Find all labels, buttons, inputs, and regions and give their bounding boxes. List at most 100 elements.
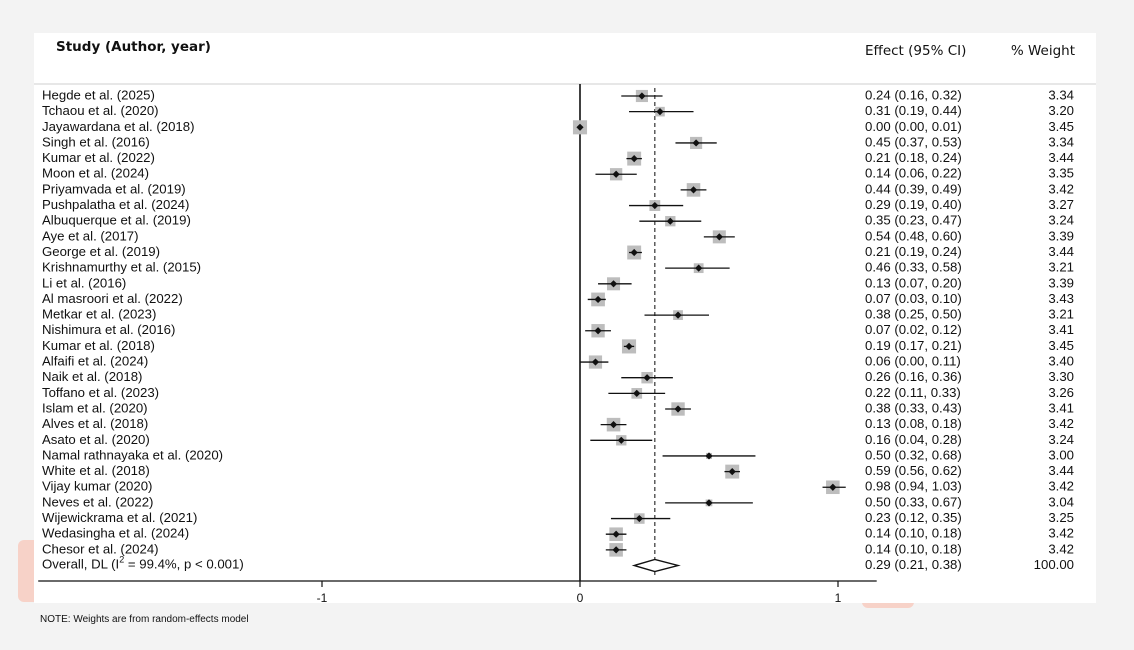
weight-text: 3.00 <box>1048 447 1074 462</box>
point-estimate <box>609 280 618 288</box>
weight-text: 3.42 <box>1048 181 1074 196</box>
point-estimate <box>612 546 620 554</box>
study-label: Alfaifi et al. (2024) <box>42 354 148 369</box>
point-estimate <box>689 186 698 194</box>
effect-ci-text: 0.06 (0.00, 0.11) <box>865 354 961 369</box>
weight-text: 3.42 <box>1048 541 1074 556</box>
weight-text: 3.39 <box>1048 228 1074 243</box>
point-estimate <box>594 327 602 335</box>
effect-ci-text: 0.31 (0.19, 0.44) <box>865 103 962 118</box>
effect-ci-text: 0.07 (0.02, 0.12) <box>865 322 962 337</box>
effect-ci-text: 0.16 (0.04, 0.28) <box>865 432 962 447</box>
overall-weight-text: 100.00 <box>1034 557 1074 572</box>
weight-text: 3.27 <box>1048 197 1074 212</box>
study-label: Metkar et al. (2023) <box>42 307 156 322</box>
study-label: Al masroori et al. (2022) <box>42 291 183 306</box>
effect-ci-text: 0.22 (0.11, 0.33) <box>865 385 961 400</box>
weight-text: 3.44 <box>1048 244 1074 259</box>
weight-text: 3.42 <box>1048 479 1074 494</box>
effect-ci-text: 0.45 (0.37, 0.53) <box>865 134 962 149</box>
weight-text: 3.44 <box>1048 463 1074 478</box>
point-estimate <box>576 123 584 131</box>
effect-ci-text: 0.46 (0.33, 0.58) <box>865 260 962 275</box>
effect-ci-text: 0.21 (0.19, 0.24) <box>865 244 962 259</box>
weight-text: 3.35 <box>1048 166 1074 181</box>
x-tick-label: 1 <box>835 591 842 605</box>
weight-text: 3.41 <box>1048 322 1074 337</box>
weight-text: 3.42 <box>1048 526 1074 541</box>
effect-ci-text: 0.44 (0.39, 0.49) <box>865 181 962 196</box>
weight-text: 3.24 <box>1048 432 1074 447</box>
study-label: Naik et al. (2018) <box>42 369 142 384</box>
point-estimate <box>591 358 600 366</box>
effect-ci-text: 0.26 (0.16, 0.36) <box>865 369 962 384</box>
study-label: Chesor et al. (2024) <box>42 541 159 556</box>
study-label: Alves et al. (2018) <box>42 416 148 431</box>
effect-ci-text: 0.14 (0.10, 0.18) <box>865 541 962 556</box>
study-label: Asato et al. (2020) <box>42 432 150 447</box>
weight-text: 3.42 <box>1048 416 1074 431</box>
study-label: Vijay kumar (2020) <box>42 479 152 494</box>
weight-text: 3.24 <box>1048 213 1074 228</box>
study-label: White et al. (2018) <box>42 463 150 478</box>
study-label: Moon et al. (2024) <box>42 166 149 181</box>
weight-text: 3.30 <box>1048 369 1074 384</box>
effect-ci-text: 0.38 (0.33, 0.43) <box>865 400 962 415</box>
point-estimate <box>630 248 638 257</box>
x-tick-label: 0 <box>577 591 584 605</box>
study-label: Kumar et al. (2022) <box>42 150 155 165</box>
point-estimate <box>638 92 646 100</box>
point-estimate <box>666 217 674 225</box>
point-estimate <box>617 436 625 444</box>
effect-ci-text: 0.98 (0.94, 1.03) <box>865 479 962 494</box>
study-label: Neves et al. (2022) <box>42 494 153 509</box>
point-estimate <box>594 295 602 304</box>
weight-text: 3.34 <box>1048 87 1074 102</box>
point-estimate <box>829 483 837 491</box>
point-estimate <box>625 342 633 350</box>
effect-ci-text: 0.59 (0.56, 0.62) <box>865 463 962 478</box>
effect-ci-text: 0.54 (0.48, 0.60) <box>865 228 962 243</box>
weight-text: 3.41 <box>1048 400 1074 415</box>
point-estimate <box>633 389 641 397</box>
study-label: Tchaou et al. (2020) <box>42 103 159 118</box>
weight-text: 3.25 <box>1048 510 1074 525</box>
study-label: Jayawardana et al. (2018) <box>42 119 194 134</box>
overall-ci-text: 0.29 (0.21, 0.38) <box>865 557 962 572</box>
point-estimate <box>705 499 713 507</box>
x-tick-label: -1 <box>317 591 328 605</box>
effect-ci-text: 0.38 (0.25, 0.50) <box>865 307 962 322</box>
weight-text: 3.04 <box>1048 494 1074 509</box>
footnote: NOTE: Weights are from random-effects mo… <box>40 614 249 625</box>
weight-text: 3.40 <box>1048 354 1074 369</box>
effect-ci-text: 0.14 (0.06, 0.22) <box>865 166 962 181</box>
header-study: Study (Author, year) <box>56 39 211 55</box>
study-label: Toffano et al. (2023) <box>42 385 159 400</box>
study-label: George et al. (2019) <box>42 244 160 259</box>
point-estimate <box>695 264 703 272</box>
weight-text: 3.45 <box>1048 119 1074 134</box>
study-label: Nishimura et al. (2016) <box>42 322 175 337</box>
point-estimate <box>674 405 682 413</box>
point-estimate <box>715 233 723 241</box>
study-label: Namal rathnayaka et al. (2020) <box>42 447 223 462</box>
study-label: Pushpalatha et al. (2024) <box>42 197 189 212</box>
study-label: Aye et al. (2017) <box>42 228 139 243</box>
effect-ci-text: 0.29 (0.19, 0.40) <box>865 197 962 212</box>
point-estimate <box>705 452 713 460</box>
effect-ci-text: 0.13 (0.07, 0.20) <box>865 275 962 290</box>
point-estimate <box>635 514 643 523</box>
effect-ci-text: 0.07 (0.03, 0.10) <box>865 291 962 306</box>
weight-text: 3.43 <box>1048 291 1074 306</box>
study-label: Islam et al. (2020) <box>42 400 148 415</box>
header-weight: % Weight <box>1010 43 1075 59</box>
study-label: Singh et al. (2016) <box>42 134 150 149</box>
weight-text: 3.21 <box>1048 260 1074 275</box>
effect-ci-text: 0.13 (0.08, 0.18) <box>865 416 962 431</box>
study-label: Li et al. (2016) <box>42 275 126 290</box>
study-label: Krishnamurthy et al. (2015) <box>42 260 201 275</box>
point-estimate <box>651 201 659 210</box>
point-estimate <box>612 170 620 178</box>
weight-text: 3.34 <box>1048 134 1074 149</box>
weight-text: 3.26 <box>1048 385 1074 400</box>
